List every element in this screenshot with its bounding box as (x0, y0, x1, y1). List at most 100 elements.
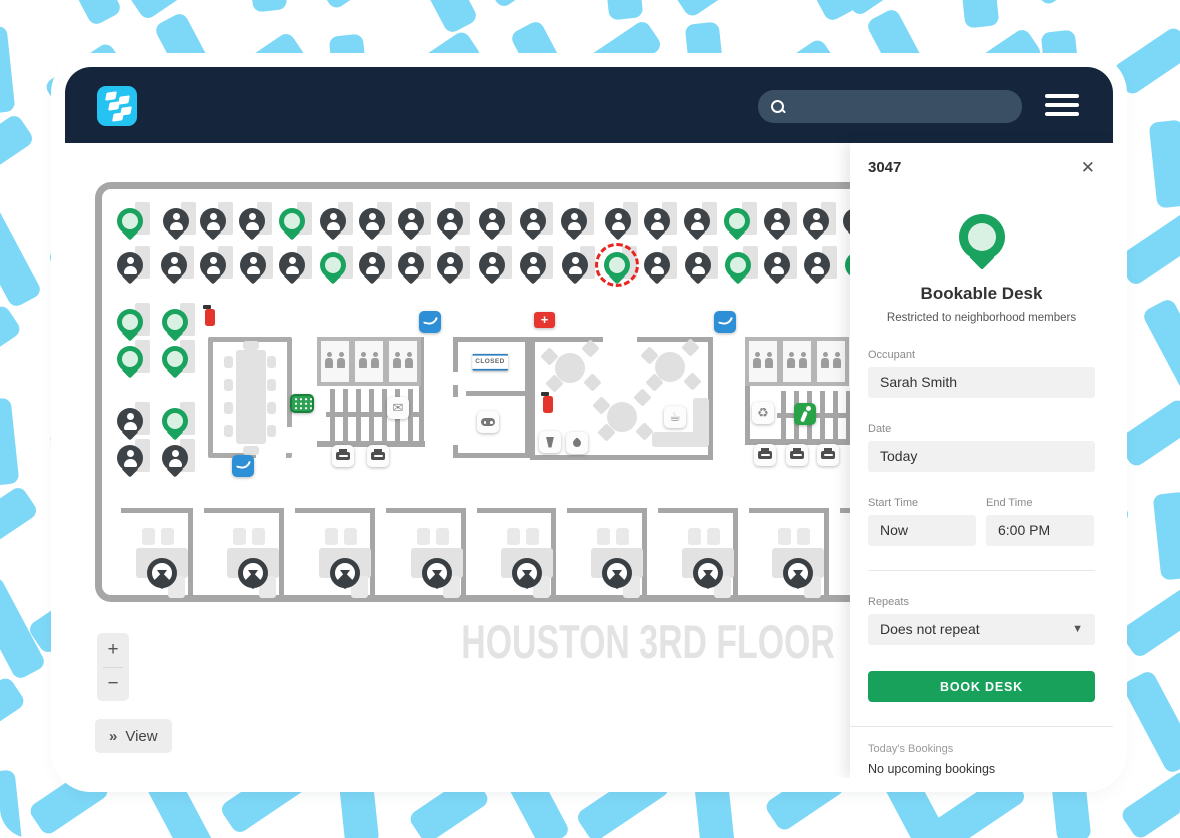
view-button[interactable]: » View (95, 719, 172, 753)
room-top-wall (749, 508, 829, 513)
occupant-field[interactable]: Sarah Smith (868, 367, 1095, 398)
desk-pin-occupied[interactable] (685, 252, 711, 278)
blue-amenity-icon (714, 311, 736, 333)
desk-pin-occupied[interactable] (117, 252, 143, 278)
desk-pin-available[interactable] (162, 408, 188, 434)
door-gap (256, 451, 286, 460)
desk-pin-occupied[interactable] (359, 208, 385, 234)
space-pin[interactable] (783, 558, 813, 588)
room-top-wall (121, 508, 193, 513)
desk-pin-occupied[interactable] (437, 252, 463, 278)
pattern-bar (407, 773, 491, 838)
desk-pin-available[interactable] (724, 208, 750, 234)
space-pin[interactable] (147, 558, 177, 588)
desk-pin-occupied[interactable] (684, 208, 710, 234)
desk-pin-occupied[interactable] (520, 208, 546, 234)
chair (142, 528, 155, 545)
room-top-wall (204, 508, 284, 513)
desk-pin-occupied[interactable] (605, 208, 631, 234)
desk-pin-occupied[interactable] (163, 208, 189, 234)
desk-pin-occupied[interactable] (239, 208, 265, 234)
desk-pin-occupied[interactable] (644, 252, 670, 278)
desk-pin-occupied[interactable] (479, 208, 505, 234)
desk-pin-available[interactable] (162, 346, 188, 372)
desk-pin-available[interactable] (162, 309, 188, 335)
desk-pin-occupied[interactable] (803, 208, 829, 234)
desk-id: 3047 (868, 159, 902, 176)
search-bar[interactable] (758, 90, 1022, 123)
zoom-out-button[interactable]: − (107, 673, 119, 695)
desk-pin-occupied[interactable] (764, 252, 790, 278)
chair (243, 446, 259, 455)
person-glyph (371, 352, 379, 369)
desk-pin-occupied[interactable] (562, 252, 588, 278)
pattern-bar (244, 0, 288, 13)
desk-pin-occupied[interactable] (200, 252, 226, 278)
pattern-bar (0, 25, 16, 115)
date-field[interactable]: Today (868, 441, 1095, 472)
space-pin[interactable] (330, 558, 360, 588)
pattern-bar (315, 0, 399, 11)
desk-pin-occupied[interactable] (117, 445, 143, 471)
space-pin[interactable] (512, 558, 542, 588)
desk-pin-available[interactable] (279, 208, 305, 234)
chair (224, 402, 233, 414)
menu-button[interactable] (1045, 94, 1079, 116)
interior-wall (530, 455, 713, 460)
desk-pin-occupied[interactable] (804, 252, 830, 278)
search-input[interactable] (794, 97, 1004, 116)
zoom-in-button[interactable]: + (107, 638, 119, 660)
blue-amenity-icon (419, 311, 441, 333)
book-desk-button[interactable]: BOOK DESK (868, 671, 1095, 702)
desk-pin-occupied[interactable] (320, 208, 346, 234)
coffee-icon: ☕ (664, 406, 686, 428)
start-time-field[interactable]: Now (868, 515, 976, 546)
close-icon[interactable]: ✕ (1080, 158, 1095, 177)
desk-pin-occupied[interactable] (644, 208, 670, 234)
pattern-bar (671, 0, 755, 19)
desk-pin-occupied[interactable] (359, 252, 385, 278)
desk-pin-occupied[interactable] (279, 252, 305, 278)
pattern-bar (0, 303, 23, 375)
pattern-bar (1148, 119, 1180, 209)
desk-pin-available[interactable] (320, 252, 346, 278)
panel-divider (850, 726, 1113, 727)
desk-pin-occupied[interactable] (161, 252, 187, 278)
desk-pin-occupied[interactable] (398, 252, 424, 278)
space-pin[interactable] (602, 558, 632, 588)
pattern-bar (1111, 25, 1180, 97)
desk-pin-occupied[interactable] (520, 252, 546, 278)
desk-pin-occupied[interactable] (240, 252, 266, 278)
droplet-icon (566, 432, 588, 454)
desk-pin-occupied[interactable] (117, 408, 143, 434)
printer-icon (367, 445, 389, 467)
space-pin[interactable] (422, 558, 452, 588)
restroom-stall (351, 337, 387, 386)
restroom-people-icon (389, 352, 417, 369)
desk-pin-available[interactable] (117, 309, 143, 335)
desk-pin-selected[interactable] (595, 243, 639, 287)
desk-pin-available[interactable] (117, 346, 143, 372)
desk-pin-occupied[interactable] (398, 208, 424, 234)
end-time-field[interactable]: 6:00 PM (986, 515, 1094, 546)
desk-pin-available[interactable] (117, 208, 143, 234)
desk-pin-occupied[interactable] (764, 208, 790, 234)
space-pin[interactable] (693, 558, 723, 588)
desk-pin-occupied[interactable] (162, 445, 188, 471)
space-pin[interactable] (238, 558, 268, 588)
repeats-select[interactable]: Does not repeat ▼ (868, 614, 1095, 645)
desk-pin-available[interactable] (725, 252, 751, 278)
room-top-wall (295, 508, 375, 513)
chair (778, 528, 791, 545)
chair (267, 356, 276, 368)
top-navbar (65, 67, 1113, 143)
app-logo[interactable] (97, 86, 137, 126)
person-glyph (799, 352, 807, 369)
pattern-bar (0, 484, 40, 566)
desk-pin-occupied[interactable] (200, 208, 226, 234)
desk-pin-occupied[interactable] (561, 208, 587, 234)
desk-pin-occupied[interactable] (437, 208, 463, 234)
pattern-bar (0, 112, 36, 194)
desk-pin-occupied[interactable] (479, 252, 505, 278)
person-glyph (405, 352, 413, 369)
